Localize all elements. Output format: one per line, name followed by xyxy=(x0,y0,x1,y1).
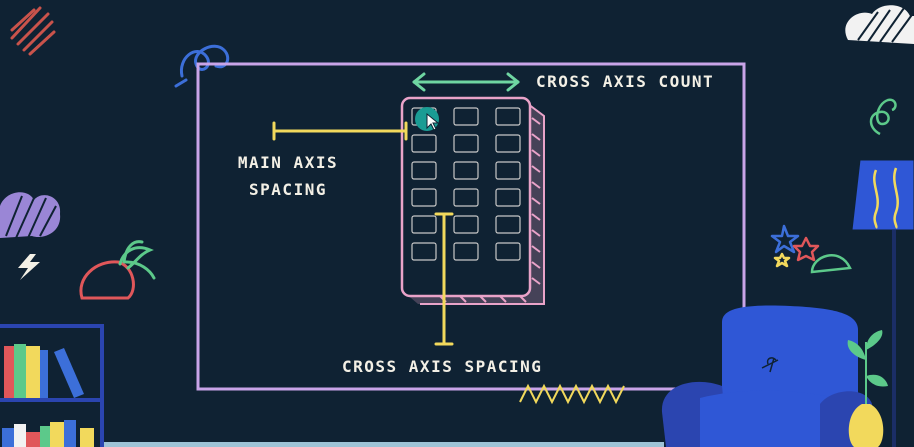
radish-decoration xyxy=(79,240,156,300)
green-leaf-decoration xyxy=(810,254,852,274)
grid-cell xyxy=(411,188,437,207)
cross-axis-count-arrow xyxy=(412,72,520,92)
grid-cell xyxy=(453,161,479,180)
cross-axis-spacing-indicator xyxy=(434,212,454,346)
grid-cell xyxy=(453,107,479,126)
green-spiral-decoration xyxy=(869,98,897,136)
grid-cell xyxy=(495,134,521,153)
floor-lamp xyxy=(851,159,914,447)
grid-cell xyxy=(495,242,521,261)
grid-cell xyxy=(453,134,479,153)
main-axis-spacing-label-line1: MAIN AXIS xyxy=(237,153,339,172)
grid-cell xyxy=(495,107,521,126)
grid-cell xyxy=(453,215,479,234)
grid-cell xyxy=(411,242,437,261)
grid-cell xyxy=(411,134,437,153)
grid-cell xyxy=(411,161,437,180)
grid-cell xyxy=(453,188,479,207)
cloud-decoration-top-right xyxy=(845,5,914,45)
cross-axis-count-label: CROSS AXIS COUNT xyxy=(536,72,715,91)
grid-cell xyxy=(453,242,479,261)
cross-axis-spacing-label: CROSS AXIS SPACING xyxy=(342,357,543,376)
grid-cells xyxy=(411,107,521,261)
screen-frame xyxy=(196,62,746,391)
yellow-zigzag-decoration xyxy=(519,383,625,405)
bookshelf xyxy=(0,324,104,447)
main-axis-spacing-label-line2: SPACING xyxy=(249,180,327,199)
main-axis-spacing-indicator xyxy=(272,121,408,141)
grid-cell xyxy=(495,188,521,207)
stars-decoration xyxy=(770,224,820,268)
mouse-cursor xyxy=(415,107,440,131)
plant-vase xyxy=(847,330,888,447)
grid-cell xyxy=(495,161,521,180)
floor-edge xyxy=(104,442,664,447)
blue-swirl-decoration xyxy=(174,44,230,88)
grid-cell xyxy=(411,215,437,234)
red-scribble-decoration xyxy=(10,6,56,56)
purple-cloud-decoration xyxy=(0,192,61,239)
lightning-icon xyxy=(18,254,40,280)
grid-cell xyxy=(495,215,521,234)
phone-device xyxy=(400,96,545,305)
armchair xyxy=(661,305,872,447)
